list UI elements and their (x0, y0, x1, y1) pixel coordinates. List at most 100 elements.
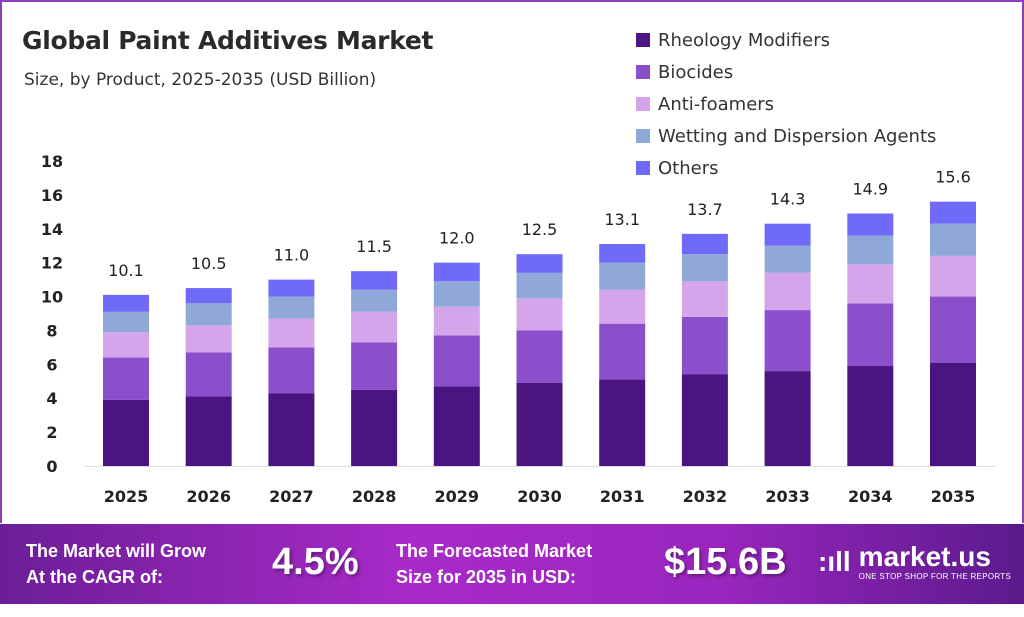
x-tick-label: 2028 (352, 487, 397, 506)
x-tick-label: 2026 (186, 487, 231, 506)
bar-segment-biocides (764, 310, 811, 372)
legend-label: Biocides (658, 61, 734, 83)
x-tick-label: 2027 (269, 487, 314, 506)
y-tick-label: 16 (41, 186, 63, 205)
total-data-label: 13.7 (687, 200, 723, 219)
total-data-label: 14.3 (770, 190, 806, 209)
bar-segment-anti-foamers (847, 264, 894, 304)
cagr-label-line1: The Market will Grow (26, 541, 207, 561)
total-data-label: 12.5 (522, 220, 558, 239)
total-data-label: 11.0 (274, 246, 310, 265)
bar-segment-rheology-modifiers (185, 396, 232, 466)
bar-segment-anti-foamers (351, 311, 398, 343)
y-tick-label: 0 (46, 457, 57, 476)
bar-segment-rheology-modifiers (516, 382, 563, 466)
bar-segment-rheology-modifiers (433, 386, 480, 466)
bar-segment-others (681, 233, 728, 255)
bar-segment-wetting-and-dispersion-agents (516, 272, 563, 299)
bar-segment-biocides (351, 342, 398, 390)
legend-swatch (636, 161, 650, 175)
bar-segment-anti-foamers (599, 289, 646, 324)
brand-tagline: ONE STOP SHOP FOR THE REPORTS (858, 572, 1012, 581)
brand-logo: :ıll market.us ONE STOP SHOP FOR THE REP… (818, 542, 1011, 582)
x-tick-label: 2032 (683, 487, 728, 506)
x-tick-label: 2031 (600, 487, 645, 506)
legend-item-others: Others (636, 152, 936, 184)
bar-segment-wetting-and-dispersion-agents (268, 296, 315, 319)
y-tick-label: 2 (46, 423, 57, 442)
bar-segment-anti-foamers (681, 281, 728, 317)
total-data-label: 12.0 (439, 229, 475, 248)
total-data-label: 13.1 (604, 210, 640, 229)
chart-title: Global Paint Additives Market (22, 26, 434, 55)
x-tick-label: 2034 (848, 487, 893, 506)
x-tick-label: 2025 (104, 487, 149, 506)
bar-segment-biocides (847, 303, 894, 367)
bar-segment-wetting-and-dispersion-agents (185, 303, 232, 326)
legend-item-anti-foamers: Anti-foamers (636, 88, 936, 120)
forecast-value: $15.6B (664, 541, 787, 583)
bar-segment-others (103, 294, 149, 312)
x-tick-label: 2033 (765, 487, 810, 506)
bottom-strip (0, 604, 1024, 617)
y-tick-label: 6 (46, 355, 57, 374)
total-data-label: 15.6 (935, 168, 971, 187)
legend-item-biocides: Biocides (636, 56, 936, 88)
x-tick-label: 2030 (517, 487, 562, 506)
brand-logo-icon: :ıll (818, 546, 851, 577)
bar-segment-rheology-modifiers (268, 393, 315, 466)
x-tick-label: 2035 (931, 487, 976, 506)
bar-segment-wetting-and-dispersion-agents (764, 245, 811, 273)
legend-swatch (636, 65, 650, 79)
bar-segment-others (930, 201, 976, 224)
bar-segment-rheology-modifiers (681, 374, 728, 466)
y-tick-label: 10 (41, 288, 63, 307)
y-tick-label: 12 (41, 254, 63, 273)
bar-segment-anti-foamers (185, 325, 232, 353)
cagr-label-line2: At the CAGR of: (26, 567, 163, 587)
y-tick-label: 4 (46, 389, 57, 408)
bar-segment-others (847, 213, 894, 236)
bar-segment-biocides (930, 296, 976, 363)
forecast-label: The Forecasted Market Size for 2035 in U… (396, 538, 592, 590)
legend-label: Others (658, 157, 719, 179)
bar-segment-biocides (433, 335, 480, 387)
y-tick-label: 8 (46, 321, 57, 340)
bar-segment-wetting-and-dispersion-agents (351, 289, 398, 312)
total-data-label: 10.1 (108, 261, 144, 280)
legend-item-rheology: Rheology Modifiers (636, 24, 936, 56)
bar-segment-biocides (103, 357, 149, 400)
bar-segment-others (268, 279, 315, 297)
bar-segment-biocides (599, 323, 646, 380)
total-data-label: 11.5 (356, 237, 392, 256)
bar-segment-others (764, 223, 811, 246)
bar-segment-anti-foamers (764, 272, 811, 311)
bar-segment-biocides (268, 347, 315, 394)
bar-segment-rheology-modifiers (930, 362, 976, 466)
bar-segment-rheology-modifiers (103, 399, 149, 466)
y-tick-label: 14 (41, 220, 63, 239)
bar-segment-wetting-and-dispersion-agents (103, 311, 149, 333)
bar-segment-others (185, 288, 232, 304)
bar-segment-anti-foamers (516, 298, 563, 331)
cagr-label: The Market will Grow At the CAGR of: (26, 538, 206, 590)
bar-segment-rheology-modifiers (764, 371, 811, 466)
brand-name: market.us (858, 541, 991, 572)
legend-label: Wetting and Dispersion Agents (658, 125, 937, 147)
legend-label: Anti-foamers (658, 93, 775, 115)
chart-frame (0, 0, 1024, 523)
bar-segment-anti-foamers (930, 255, 976, 297)
bar-segment-rheology-modifiers (351, 389, 398, 466)
legend-item-wetting: Wetting and Dispersion Agents (636, 120, 936, 152)
bar-segment-others (351, 271, 398, 290)
legend: Rheology Modifiers Biocides Anti-foamers… (636, 24, 936, 184)
cagr-value: 4.5% (272, 541, 359, 583)
total-data-label: 10.5 (191, 254, 227, 273)
legend-label: Rheology Modifiers (658, 29, 830, 51)
bar-segment-wetting-and-dispersion-agents (681, 254, 728, 282)
bar-segment-anti-foamers (433, 306, 480, 336)
legend-swatch (636, 33, 650, 47)
bar-segment-anti-foamers (103, 332, 149, 358)
chart-subtitle: Size, by Product, 2025-2035 (USD Billion… (24, 70, 377, 90)
summary-banner: The Market will Grow At the CAGR of: 4.5… (0, 524, 1024, 604)
